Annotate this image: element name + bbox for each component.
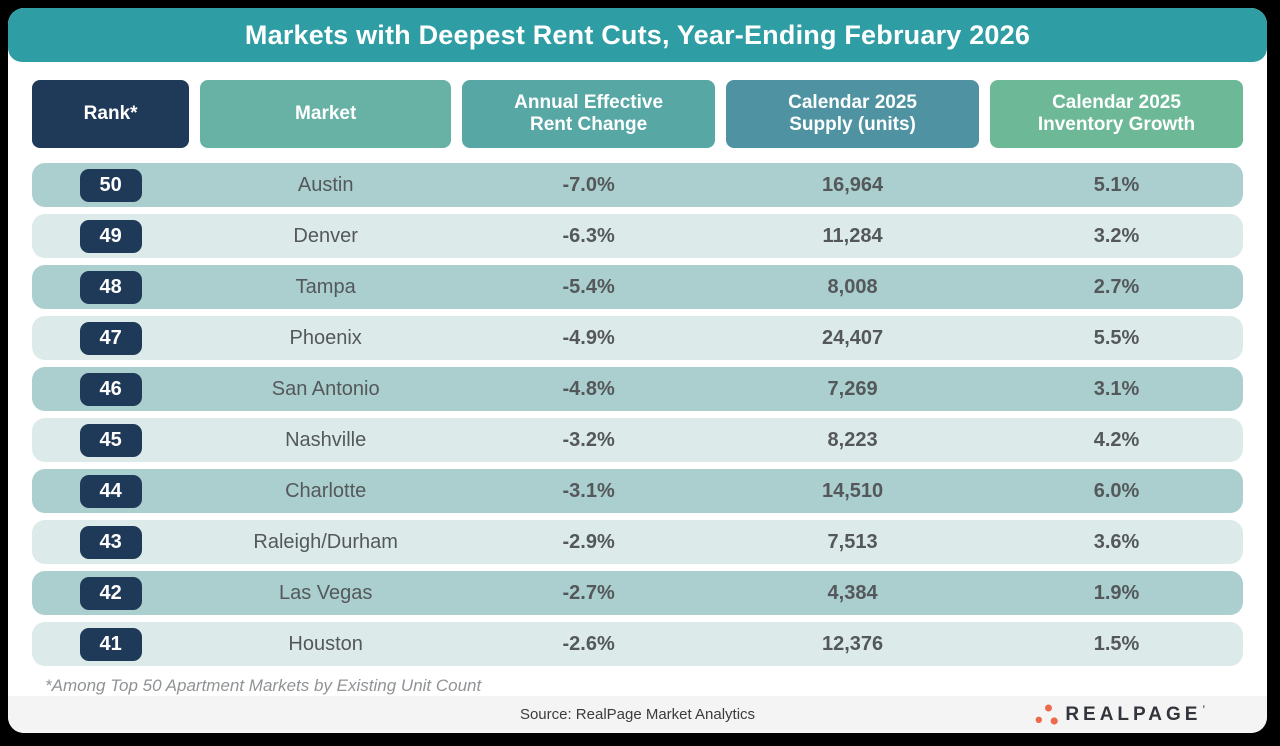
supply-cell: 16,964 (821, 173, 884, 196)
table-row: 49 Denver -6.3% 11,284 3.2% (32, 214, 1243, 258)
supply-cell: 12,376 (821, 632, 884, 655)
inventory-growth-cell: 3.6% (1093, 530, 1140, 553)
rank-badge: 46 (79, 372, 142, 406)
market-cell: Denver (293, 224, 358, 247)
column-header-4: Calendar 2025 Supply (units) (726, 80, 980, 148)
rent-change-cell: -7.0% (562, 173, 615, 196)
supply-cell: 14,510 (821, 479, 884, 502)
footnote: *Among Top 50 Apartment Markets by Exist… (45, 676, 482, 695)
rank-cell: 44 (32, 469, 189, 513)
inventory-growth-cell: 2.7% (1093, 275, 1140, 298)
source-bar: Source: RealPage Market Analytics REALPA… (8, 696, 1267, 733)
rank-cell: 42 (32, 571, 189, 615)
title-bar: Markets with Deepest Rent Cuts, Year-End… (8, 8, 1267, 62)
rank-badge: 50 (79, 168, 142, 202)
inventory-growth-cell: 3.1% (1093, 377, 1140, 400)
inventory-growth-cell: 3.2% (1093, 224, 1140, 247)
rank-cell: 43 (32, 520, 189, 564)
column-header-2: Market (200, 80, 452, 148)
table-row: 44 Charlotte -3.1% 14,510 6.0% (32, 469, 1243, 513)
table-body: 50 Austin -7.0% 16,964 5.1% 49 Denver -6.3% 11,2… (32, 163, 1243, 666)
infographic-card: Markets with Deepest Rent Cuts, Year-End… (8, 8, 1267, 733)
supply-cell: 4,384 (827, 581, 878, 604)
rank-badge: 42 (79, 576, 142, 610)
realpage-logo: REALPAGE ’ (1034, 702, 1205, 728)
rank-cell: 46 (32, 367, 189, 411)
rank-cell: 50 (32, 163, 189, 207)
rent-change-cell: -2.9% (562, 530, 615, 553)
market-cell: Phoenix (289, 326, 362, 349)
inventory-growth-cell: 1.9% (1093, 581, 1140, 604)
rank-badge: 41 (79, 627, 142, 661)
table-row: 41 Houston -2.6% 12,376 1.5% (32, 622, 1243, 666)
rank-badge: 48 (79, 270, 142, 304)
market-cell: Las Vegas (278, 581, 373, 604)
market-cell: Austin (297, 173, 354, 196)
rank-badge: 47 (79, 321, 142, 355)
market-cell: Charlotte (285, 479, 367, 502)
rent-change-cell: -2.7% (562, 581, 615, 604)
rent-change-cell: -4.9% (562, 326, 615, 349)
rank-cell: 41 (32, 622, 189, 666)
table-header: Rank* Market Annual Effective Rent Change C… (32, 80, 1243, 148)
table-row: 47 Phoenix -4.9% 24,407 5.5% (32, 316, 1243, 360)
market-cell: Raleigh/Durham (253, 530, 398, 553)
inventory-growth-cell: 6.0% (1093, 479, 1140, 502)
trademark-tick: ’ (1202, 703, 1205, 714)
rent-change-cell: -3.1% (562, 479, 615, 502)
supply-cell: 24,407 (821, 326, 884, 349)
inventory-growth-cell: 5.1% (1093, 173, 1140, 196)
supply-cell: 7,513 (827, 530, 878, 553)
rent-change-cell: -3.2% (562, 428, 615, 451)
rent-change-cell: -6.3% (562, 224, 615, 247)
market-cell: Houston (288, 632, 363, 655)
column-header-3: Annual Effective Rent Change (462, 80, 716, 148)
rank-badge: 44 (79, 474, 142, 508)
rank-badge: 49 (79, 219, 142, 253)
page-title: Markets with Deepest Rent Cuts, Year-End… (244, 19, 1031, 50)
market-cell: San Antonio (271, 377, 380, 400)
rank-badge: 45 (79, 423, 142, 457)
table-row: 45 Nashville -3.2% 8,223 4.2% (32, 418, 1243, 462)
inventory-growth-cell: 5.5% (1093, 326, 1140, 349)
table-row: 42 Las Vegas -2.7% 4,384 1.9% (32, 571, 1243, 615)
supply-cell: 7,269 (827, 377, 878, 400)
rank-cell: 45 (32, 418, 189, 462)
rent-change-cell: -2.6% (562, 632, 615, 655)
column-header-1: Rank* (32, 80, 190, 148)
source-text: Source: RealPage Market Analytics (519, 706, 756, 723)
table-row: 43 Raleigh/Durham -2.9% 7,513 3.6% (32, 520, 1243, 564)
table-row: 48 Tampa -5.4% 8,008 2.7% (32, 265, 1243, 309)
rank-cell: 49 (32, 214, 189, 258)
column-header-5: Calendar 2025 Inventory Growth (990, 80, 1243, 148)
inventory-growth-cell: 4.2% (1093, 428, 1140, 451)
inventory-growth-cell: 1.5% (1093, 632, 1140, 655)
table-row: 46 San Antonio -4.8% 7,269 3.1% (32, 367, 1243, 411)
rent-change-cell: -4.8% (562, 377, 615, 400)
supply-cell: 11,284 (822, 224, 883, 247)
rank-cell: 47 (32, 316, 189, 360)
table-row: 50 Austin -7.0% 16,964 5.1% (32, 163, 1243, 207)
rank-badge: 43 (79, 525, 142, 559)
supply-cell: 8,008 (827, 275, 878, 298)
rank-cell: 48 (32, 265, 189, 309)
market-cell: Nashville (285, 428, 367, 451)
supply-cell: 8,223 (827, 428, 878, 451)
market-cell: Tampa (295, 275, 356, 298)
realpage-dots-icon (1035, 704, 1059, 725)
rent-change-cell: -5.4% (562, 275, 615, 298)
realpage-wordmark: REALPAGE (1065, 703, 1202, 725)
